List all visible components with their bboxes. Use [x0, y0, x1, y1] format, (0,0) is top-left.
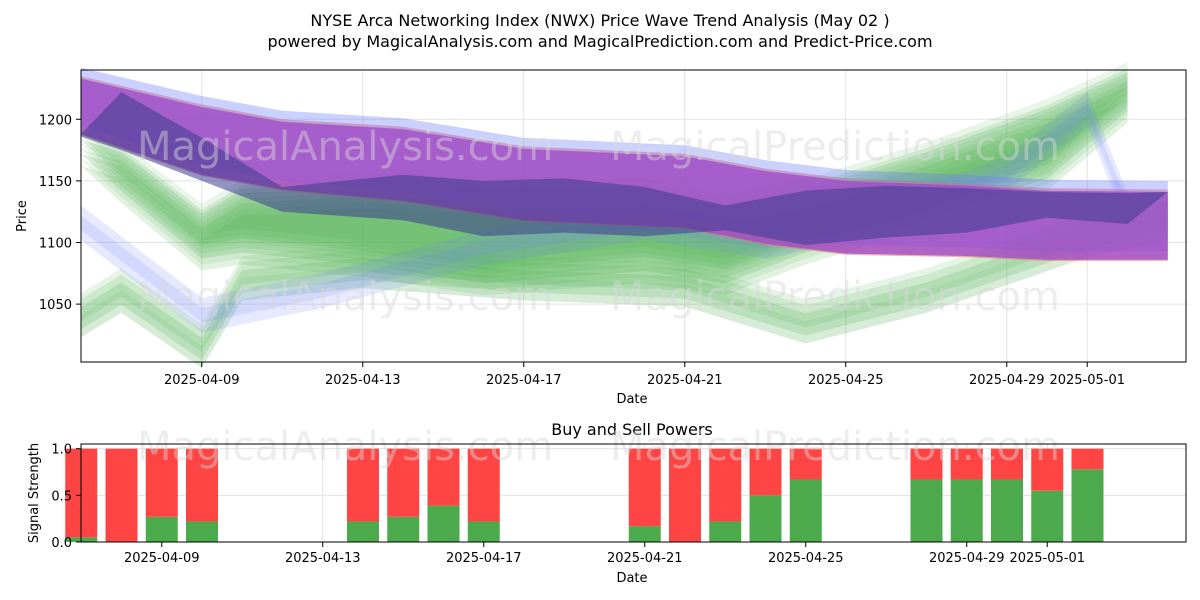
signal-y-ticks: 0.0 0.5 1.0 — [51, 443, 81, 551]
green-wave-band — [81, 81, 1128, 279]
watermark-text: MagicalAnalysis.com — [137, 274, 553, 320]
sell-bar — [145, 448, 178, 517]
green-wave-band — [81, 92, 1128, 290]
sell-bar — [910, 448, 943, 480]
signal-y-tick-label: 1.0 — [51, 443, 72, 458]
signal-x-tick-label: 2025-04-21 — [607, 551, 683, 566]
price-x-tick-label: 2025-04-17 — [486, 373, 562, 388]
green-wave-band — [81, 72, 1128, 270]
buy-bar — [347, 521, 379, 542]
price-y-tick-label: 1100 — [39, 236, 72, 251]
signal-x-axis-label: Date — [616, 571, 647, 586]
price-plot-frame — [80, 69, 1187, 363]
green-low-wave — [81, 216, 1168, 369]
green-wave-band — [81, 98, 1128, 296]
signal-chart-panel: Buy and Sell Powers MagicalAnalysis.com M… — [27, 420, 1187, 586]
buy-bar — [467, 521, 500, 542]
sell-bar — [347, 448, 379, 522]
price-y-axis-label: Price — [15, 200, 30, 232]
signal-chart-title: Buy and Sell Powers — [551, 420, 713, 439]
buy-bar — [628, 526, 661, 542]
price-y-tick-label: 1150 — [39, 175, 72, 190]
price-wave-bands — [81, 62, 1168, 369]
buy-bar — [910, 479, 943, 542]
signal-watermarks: MagicalAnalysis.com MagicalPrediction.com — [137, 424, 1060, 470]
green-wave-band — [81, 76, 1128, 274]
navy-wave-band — [81, 92, 1168, 245]
signal-x-tick-label: 2025-05-01 — [1009, 551, 1085, 566]
signal-x-tick-label: 2025-04-25 — [768, 551, 844, 566]
green-low-wave — [81, 200, 1168, 353]
price-x-tick-label: 2025-04-25 — [808, 373, 884, 388]
price-x-tick-label: 2025-04-13 — [325, 373, 401, 388]
sell-bar — [186, 448, 218, 522]
buy-bar — [709, 521, 742, 542]
price-x-tick-label: 2025-05-01 — [1049, 373, 1125, 388]
buy-bar — [186, 521, 218, 542]
buy-bar — [789, 479, 822, 542]
buy-bar — [991, 479, 1023, 542]
price-chart-panel: MagicalAnalysis.com MagicalPrediction.com… — [15, 62, 1187, 407]
signal-bars — [65, 448, 1104, 542]
watermark-text: MagicalPrediction.com — [610, 274, 1060, 320]
price-x-tick-label: 2025-04-21 — [647, 373, 723, 388]
watermark-text: MagicalAnalysis.com — [137, 124, 553, 170]
sell-bar — [991, 448, 1023, 480]
buy-bar — [387, 516, 420, 542]
buy-bar — [749, 495, 782, 542]
sell-bar — [709, 448, 742, 522]
watermark-text: MagicalPrediction.com — [610, 424, 1060, 470]
signal-x-tick-label: 2025-04-09 — [124, 551, 200, 566]
sell-bar — [789, 448, 822, 480]
price-x-tick-label: 2025-04-09 — [164, 373, 240, 388]
signal-y-tick-label: 0.5 — [51, 489, 72, 504]
signal-x-tick-label: 2025-04-17 — [446, 551, 522, 566]
sell-bar — [467, 448, 500, 522]
sell-bar — [427, 448, 460, 506]
watermark-text: MagicalPrediction.com — [610, 124, 1060, 170]
buy-bar — [427, 505, 460, 542]
signal-y-axis-label: Signal Strength — [27, 443, 42, 543]
signal-x-tick-label: 2025-04-13 — [285, 551, 361, 566]
signal-y-tick-label: 0.0 — [51, 536, 72, 551]
signal-x-ticks: 2025-04-09 2025-04-13 2025-04-17 2025-04-21… — [124, 542, 1085, 566]
sell-bar — [1031, 448, 1064, 491]
sell-bar — [387, 448, 420, 517]
price-x-ticks: 2025-04-09 2025-04-13 2025-04-17 2025-04-21… — [164, 362, 1125, 388]
price-x-axis-label: Date — [616, 392, 647, 407]
signal-plot-frame — [80, 443, 1187, 543]
buy-bar — [950, 479, 983, 542]
green-wave-band — [81, 68, 1128, 266]
price-y-tick-label: 1200 — [39, 113, 72, 128]
chart-title: NYSE Arca Networking Index (NWX) Price W… — [310, 11, 889, 30]
sell-bar — [628, 448, 661, 527]
price-y-ticks: 1050 1100 1150 1200 — [39, 113, 81, 313]
price-x-tick-label: 2025-04-29 — [969, 373, 1045, 388]
buy-bar — [1031, 490, 1064, 542]
sell-bar — [749, 448, 782, 496]
sell-bar — [950, 448, 983, 480]
chart-subtitle: powered by MagicalAnalysis.com and Magic… — [267, 32, 932, 51]
buy-bar — [145, 516, 178, 542]
buy-bar — [1071, 469, 1104, 542]
sell-bar — [669, 448, 701, 542]
watermark-text: MagicalAnalysis.com — [137, 424, 553, 470]
price-y-tick-label: 1050 — [39, 298, 72, 313]
signal-x-tick-label: 2025-04-29 — [929, 551, 1005, 566]
green-wave-band — [81, 86, 1128, 284]
green-low-wave — [81, 194, 1168, 347]
sell-bar — [1071, 448, 1104, 470]
green-low-wave — [81, 208, 1168, 361]
sell-bar — [105, 448, 138, 542]
price-watermarks: MagicalAnalysis.com MagicalPrediction.com… — [137, 124, 1060, 320]
